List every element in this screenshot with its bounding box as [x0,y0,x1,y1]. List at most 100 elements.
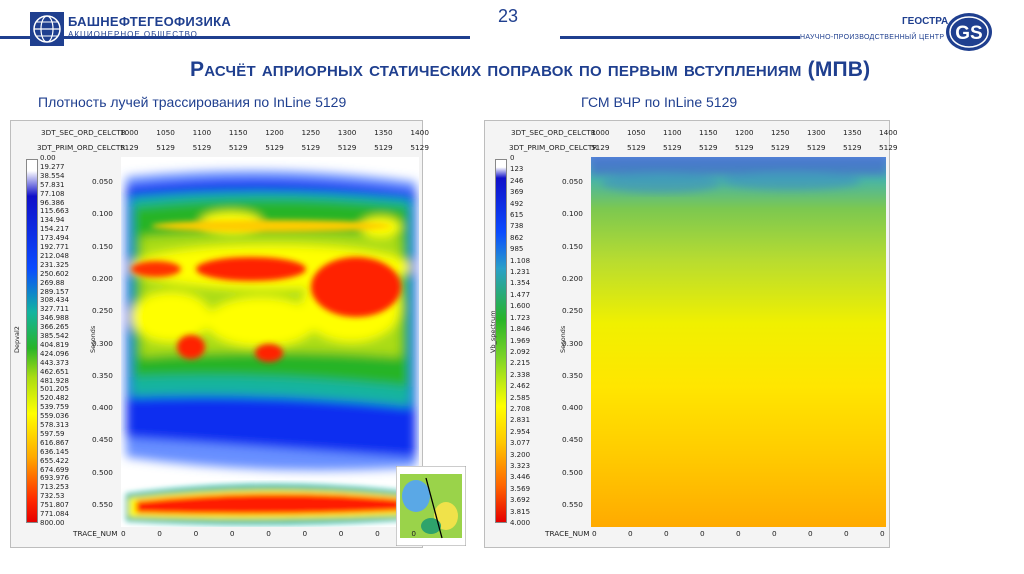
gs-logo-text: GS [955,23,982,44]
colorbar-tick-label: 231.325 [40,260,69,269]
colorbar-tick-label: 246 [510,176,524,185]
colorbar-tick-label: 289.157 [40,287,69,296]
colorbar-tick-label: 492 [510,199,524,208]
colorbar-name: Depval2 [13,326,21,353]
ray-density-panel: 3DT_SEC_ORD_CELCTR 3DT_PRIM_ORD_CELCTR 1… [10,120,467,548]
trace-num-tick: 0 [338,529,344,538]
y-tick-label: 0.550 [562,500,583,509]
bottom-label: TRACE_NUM [545,529,590,538]
colorbar-tick-label: 751.807 [40,501,69,510]
org-left-name: БАШНЕФТЕГЕОФИЗИКА [68,14,232,29]
colorbar-tick-label: 192.771 [40,243,69,252]
trace-num-tick: 0 [592,529,597,538]
colorbar-tick-label: 115.663 [40,207,69,216]
colorbar-tick-label: 96.386 [40,198,65,207]
y-tick-label: 0.050 [92,177,113,186]
colorbar-tick-label: 738 [510,222,524,231]
colorbar-tick-label: 862 [510,233,524,242]
colorbar-tick-label: 3.569 [510,484,531,493]
row1-label: 3DT_SEC_ORD_CELCTR [511,128,596,137]
prim-ord-tick: 5129 [301,143,321,152]
colorbar-tick-label: 1.108 [510,256,531,265]
sec-ord-tick: 1000 [591,128,610,137]
colorbar-tick-label: 366.265 [40,323,69,332]
sec-ord-tick: 1050 [156,128,175,137]
colorbar-tick-label: 404.819 [40,340,69,349]
colorbar-tick-label: 2.954 [510,427,531,436]
trace-num-tick: 0 [772,529,777,538]
colorbar-tick-label: 369 [510,188,524,197]
colorbar-tick-label: 1.231 [510,268,531,277]
prim-ord-tick: 5129 [591,143,610,152]
inset-map-frame [395,465,467,547]
y-tick-label: 0.350 [562,370,583,380]
y-tick-label: 0.300 [92,338,113,348]
colorbar-tick-label: 1.723 [510,313,531,322]
colorbar-tick-label: 1.354 [510,279,531,288]
y-tick-label: 0.400 [92,403,113,413]
near-surface-model-image [591,157,886,527]
colorbar-tick-label: 655.422 [40,456,69,465]
ray-density-image [126,170,416,525]
colorbar-tick-label: 250.602 [40,269,69,278]
colorbar-name: Vb_spectrum [489,310,497,353]
bottom-label: TRACE_NUM [73,529,118,538]
globe-logo-icon [30,12,64,46]
prim-ord-tick: 5129 [410,143,429,152]
colorbar-tick-label: 57.831 [40,180,65,189]
prim-ord-tick: 5129 [156,143,175,152]
y-tick-label: 0.200 [92,273,113,283]
ray-density-plot [121,157,419,527]
sec-ord-tick: 1300 [337,128,357,137]
colorbar-tick-label: 1.969 [510,336,531,345]
sec-ord-tick: 1350 [843,128,862,137]
row1-label: 3DT_SEC_ORD_CELCTR [41,128,126,137]
sec-ord-tick: 1150 [699,128,718,137]
y-tick-label: 0.300 [562,338,583,348]
colorbar-tick-label: 2.338 [510,370,531,379]
row2-label: 3DT_PRIM_ORD_CELCTR [509,143,598,152]
row2-label: 3DT_PRIM_ORD_CELCTR [37,143,126,152]
colorbar-tick-label: 3.815 [510,507,531,516]
sec-ord-tick: 1100 [663,128,682,137]
trace-num-tick: 0 [266,529,271,538]
sec-ord-tick: 1300 [807,128,826,137]
org-right-subtitle: НАУЧНО-ПРОИЗВОДСТВЕННЫЙ ЦЕНТР [800,34,945,41]
trace-num-tick: 0 [628,529,633,538]
y-tick-label: 0.350 [92,370,113,380]
trace-num-tick: 0 [302,529,308,538]
y-tick-label: 0.450 [92,435,113,445]
colorbar-tick-label: 559.036 [40,412,69,421]
prim-ord-tick: 5129 [120,143,139,152]
trace-num-tick: 0 [411,529,417,538]
colorbar-tick-label: 3.446 [510,473,531,482]
prim-ord-tick: 5129 [192,143,212,152]
depval-colorbar [26,159,38,523]
sec-ord-tick: 1400 [879,128,898,137]
prim-ord-tick: 5129 [771,143,790,152]
prim-ord-tick: 5129 [374,143,393,152]
y-tick-label: 0.150 [562,241,583,251]
colorbar-tick-label: 134.94 [40,216,65,225]
prim-ord-tick: 5129 [265,143,284,152]
colorbar-tick-label: 173.494 [40,234,69,243]
trace-num-tick: 0 [808,529,813,538]
colorbar-tick-label: 19.277 [40,162,65,171]
colorbar-tick-label: 443.373 [40,358,69,367]
colorbar-tick-label: 481.928 [40,376,69,385]
subtitle-right: ГСМ ВЧР по InLine 5129 [581,94,738,110]
header-divider-left [0,36,470,39]
y-tick-label: 0.500 [562,467,583,477]
y-tick-label: 0.050 [562,177,583,186]
inset-map-image [395,465,467,547]
sec-ord-tick: 1250 [771,128,790,137]
slide-title: Расчёт априорных статических поправок по… [190,58,871,81]
trace-num-tick: 0 [229,529,235,538]
org-left-subtitle: АКЦИОНЕРНОЕ ОБЩЕСТВО [68,30,198,39]
subtitle-left: Плотность лучей трассирования по InLine … [38,94,347,110]
colorbar-tick-label: 1.477 [510,290,531,299]
sec-ord-tick: 1100 [192,128,212,137]
y-tick-label: 0.550 [92,500,113,509]
colorbar-tick-label: 327.711 [40,305,69,314]
prim-ord-tick: 5129 [228,143,248,152]
